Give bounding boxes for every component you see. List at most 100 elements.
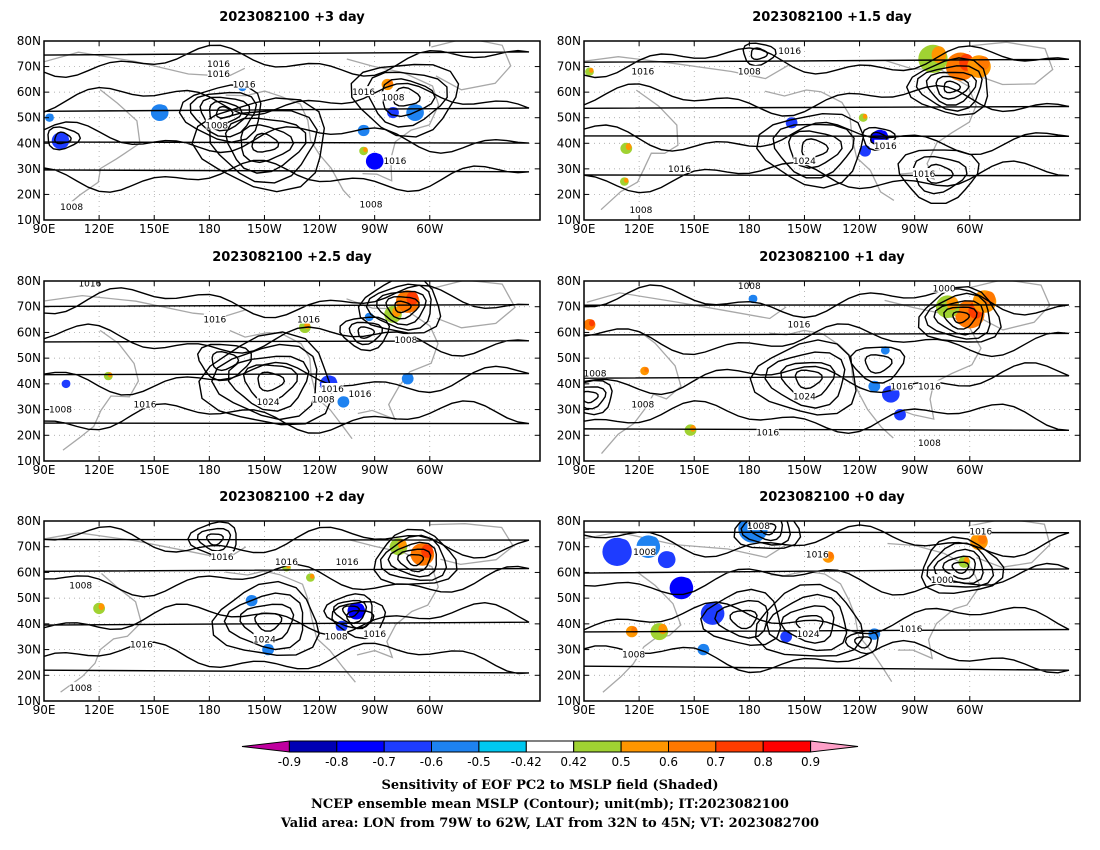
isobar — [584, 362, 1070, 396]
lon-tick-label: 120E — [624, 222, 655, 236]
sensitivity-patch-core — [690, 425, 696, 432]
contour-label: 1016 — [297, 316, 320, 326]
isobar — [584, 45, 1070, 79]
sensitivity-patch-core — [625, 143, 632, 151]
isobar — [223, 592, 304, 651]
sensitivity-patch-core — [978, 533, 987, 545]
isobar — [742, 42, 777, 67]
colorbar-box — [573, 740, 622, 753]
colorbar-tick-label: -0.5 — [467, 755, 490, 769]
contour-label: 1016 — [78, 280, 101, 290]
panel-frame — [43, 280, 541, 462]
isobar — [44, 641, 530, 675]
lat-tick-label: 60N — [17, 85, 41, 99]
isobar — [332, 599, 368, 624]
isobar — [780, 605, 835, 644]
lat-tick-label: 10N — [17, 694, 41, 708]
contour-label-bg — [253, 633, 276, 644]
contour-label: 1024 — [253, 635, 276, 645]
colorbar-tick-label: 0.7 — [706, 755, 725, 769]
coastline — [972, 41, 1054, 86]
sensitivity-patch-core — [680, 577, 692, 592]
map-panel-2: 1016 1008 1016 1024 1016 1016 1016 1008 20230821… — [557, 10, 1081, 236]
lon-tick-label: 120E — [84, 703, 115, 717]
isobar — [348, 321, 384, 346]
isobar — [897, 149, 980, 204]
lon-tick-label: 90W — [901, 463, 928, 477]
contour-label-bg — [797, 628, 820, 639]
colorbar-tick-label: -0.42 — [511, 755, 542, 769]
contour-label: 1008 — [394, 336, 417, 346]
sensitivity-patch-core — [59, 133, 69, 144]
isobar — [341, 605, 360, 618]
sensitivity-patch-core — [624, 177, 629, 183]
isobar — [227, 355, 310, 412]
isobar — [584, 390, 599, 404]
contour-label: 1008 — [360, 201, 383, 211]
colorbar-box — [762, 740, 812, 753]
sensitivity-patch-core — [392, 306, 401, 317]
contour-label-bg — [349, 388, 371, 399]
contour-label: 1008 — [584, 370, 607, 380]
isobar — [787, 130, 843, 169]
lon-tick-label: 150E — [679, 463, 710, 477]
lat-tick-label: 10N — [557, 213, 581, 227]
map-panel-5: 1016 1016 1016 1008 1024 1016 1008 1016 1008 2023… — [17, 490, 541, 717]
isobar — [44, 284, 530, 319]
map-panel-6: 1008 1016 1008 1016 1000 1024 1016 1008 20230821… — [557, 490, 1081, 717]
sensitivity-patch-core — [644, 367, 649, 373]
isobar — [44, 159, 530, 193]
isobar — [584, 639, 1070, 674]
isobar — [191, 97, 326, 193]
isobar — [915, 65, 983, 112]
colorbar-tick-label: 0.8 — [754, 755, 773, 769]
contour-label: 1016 — [787, 321, 810, 331]
contour-label: 1016 — [207, 60, 230, 70]
contour-label: 1016 — [890, 382, 913, 392]
contour-label-bg — [203, 313, 226, 324]
lon-tick-label: 90W — [901, 222, 928, 236]
contour-label-bg — [382, 91, 404, 102]
isobar — [584, 386, 607, 410]
isobar — [764, 351, 846, 409]
isobar — [251, 132, 280, 153]
sensitivity-patch-core — [363, 147, 368, 153]
lat-tick-label: 30N — [17, 643, 41, 657]
contour-label-bg — [321, 383, 344, 393]
isobar — [224, 117, 307, 174]
lat-tick-label: 20N — [17, 187, 41, 201]
isobar — [44, 400, 530, 434]
isobar — [208, 100, 243, 126]
lon-tick-label: 150W — [247, 703, 282, 717]
contour-label-bg — [297, 313, 320, 324]
isobar — [943, 80, 962, 94]
isobar — [385, 295, 420, 320]
colorbar-tick-label: -0.7 — [372, 755, 395, 769]
isobar — [196, 527, 232, 552]
contour-label-bg — [233, 78, 256, 89]
lon-tick-label: 150E — [139, 703, 170, 717]
lat-tick-label: 50N — [557, 591, 581, 605]
lon-tick-label: 180 — [198, 463, 221, 477]
isobar — [209, 109, 318, 184]
panel-title: 2023082100 +3 day — [219, 10, 365, 25]
contour-label-bg — [918, 437, 941, 447]
contour-label: 1016 — [383, 157, 406, 167]
contour-label-bg — [363, 628, 386, 639]
contour-label-bg — [360, 198, 382, 209]
caption-line-3: Valid area: LON from 79W to 62W, LAT fro… — [280, 816, 820, 831]
contour-label-bg — [631, 65, 654, 76]
contour-label: 1016 — [349, 390, 372, 400]
lon-tick-label: 120W — [842, 222, 877, 236]
isobar — [584, 400, 1070, 435]
coastline — [584, 56, 789, 80]
panel-title: 2023082100 +0 day — [759, 490, 905, 505]
panel-frame — [583, 280, 1081, 462]
isobar — [254, 612, 283, 632]
contour-label: 1024 — [797, 630, 820, 640]
contour-label: 1016 — [756, 429, 779, 439]
lon-tick-label: 60W — [416, 222, 443, 236]
contour-label: 1016 — [778, 47, 801, 57]
isobar — [844, 630, 879, 655]
